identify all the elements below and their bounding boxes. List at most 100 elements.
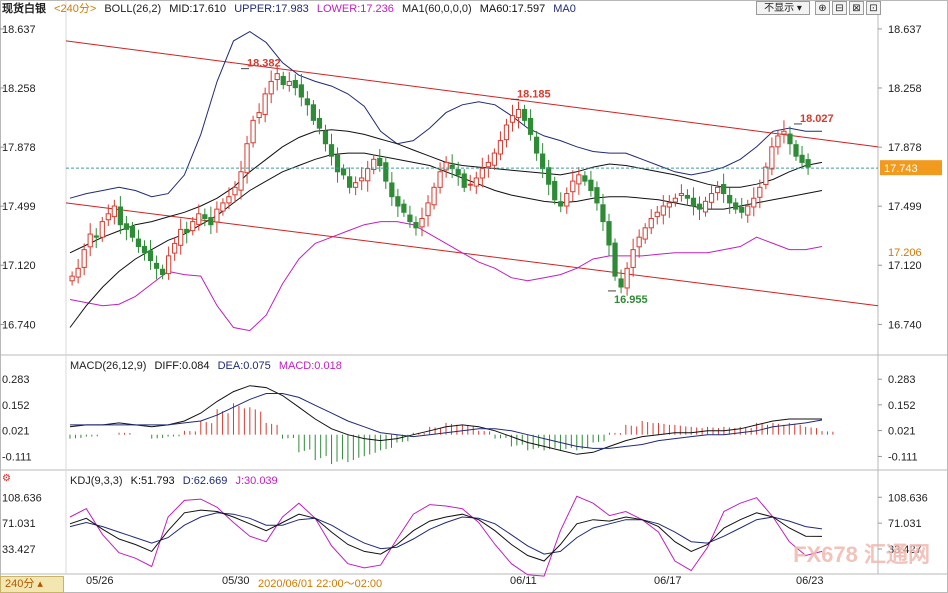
macd-indicator-label[interactable]: MACD(26,12,9)	[70, 360, 147, 372]
candle	[588, 179, 594, 191]
candle	[178, 228, 184, 246]
candle	[304, 98, 310, 106]
y-tick-label: 17.878	[2, 142, 36, 154]
candle	[419, 217, 425, 228]
candle	[781, 130, 787, 135]
y-tick-label: 0.152	[2, 400, 30, 412]
candle	[81, 249, 87, 268]
candle	[298, 84, 304, 98]
y-tick-label: 17.120	[888, 260, 922, 272]
y-tick-label: 16.740	[2, 319, 36, 331]
y-tick-label: 0.021	[888, 426, 916, 438]
y-tick-label: 33.427	[888, 544, 922, 556]
candle	[202, 214, 208, 219]
kdj-d-value: D:62.669	[182, 475, 228, 487]
candle	[377, 157, 383, 167]
candle	[799, 154, 805, 163]
candle	[111, 205, 117, 218]
boll-upper-value: UPPER:17.983	[234, 3, 309, 15]
date-label: 05/30	[222, 575, 250, 587]
candle	[274, 73, 280, 81]
candle	[184, 228, 190, 234]
candle	[612, 242, 618, 277]
candle	[642, 227, 648, 240]
candle	[763, 166, 769, 186]
date-label: 06/23	[796, 575, 824, 587]
candle	[690, 197, 697, 207]
candle	[708, 193, 715, 203]
period-selector[interactable]: 240分 ▴	[0, 576, 64, 593]
candle	[437, 171, 443, 188]
candle	[159, 268, 166, 276]
candle	[123, 223, 130, 230]
boll-indicator-label[interactable]: BOLL(26,2)	[104, 3, 162, 15]
hide-indicator-dropdown[interactable]: 不显示 ▾	[756, 1, 810, 15]
y-tick-label: 108.636	[888, 492, 928, 504]
y-tick-label: 71.031	[2, 518, 36, 530]
y-tick-label: 18.637	[2, 24, 36, 36]
candle	[346, 176, 353, 188]
candle	[606, 221, 612, 246]
settings-icon[interactable]: ⚙	[2, 473, 11, 484]
ma-indicator-label[interactable]: MA1(60,0,0,0)	[401, 3, 472, 15]
candle	[105, 213, 111, 221]
extreme-label: 18.382	[247, 58, 281, 70]
chevron-down-icon: ▾	[796, 3, 802, 14]
candle	[540, 153, 546, 170]
candle	[654, 211, 660, 218]
macd-dea-value: DEA:0.075	[217, 360, 271, 372]
zoom-in-icon: ⊕	[818, 3, 827, 14]
candle	[702, 200, 709, 213]
candle	[322, 130, 329, 145]
candle	[141, 246, 148, 254]
candle	[678, 193, 685, 196]
y-tick-label: 17.120	[2, 260, 36, 272]
candle	[666, 202, 672, 208]
candle	[244, 143, 250, 174]
candle	[660, 205, 666, 216]
kdj-header: KDJ(9,3,3) K:51.793 D:62.669 J:30.039	[70, 473, 283, 489]
candle	[672, 197, 678, 203]
macd-dea-line	[70, 393, 823, 449]
candle	[208, 217, 214, 226]
channel-upper-line	[65, 40, 879, 148]
candle	[624, 267, 630, 289]
y-tick-label: 0.283	[2, 374, 30, 386]
candle	[310, 104, 317, 121]
candle	[521, 108, 528, 121]
zoom-in-button[interactable]: ⊕	[815, 1, 830, 15]
close-pane-button[interactable]: ⊠	[849, 1, 864, 15]
candle	[570, 180, 576, 193]
date-label: 06/17	[654, 575, 682, 587]
zoom-out-button[interactable]: ⊟	[832, 1, 847, 15]
chevron-up-icon: ▴	[37, 578, 43, 590]
macd-diff-line	[69, 385, 822, 455]
candle	[93, 235, 99, 238]
y-tick-label: 17.878	[888, 142, 922, 154]
macd-header: MACD(26,12,9) DIFF:0.084 DEA:0.075 MACD:…	[70, 358, 347, 374]
y-tick-label: 17.499	[2, 201, 36, 213]
close-icon: ⊠	[852, 3, 861, 14]
extreme-label: 16.955	[614, 294, 648, 306]
y-tick-label: 18.258	[888, 83, 922, 95]
candle	[739, 206, 745, 213]
candle	[636, 236, 642, 248]
candle	[232, 186, 238, 196]
y-tick-label: 71.031	[888, 518, 922, 530]
candle	[359, 177, 365, 182]
maximize-button[interactable]: ⊡	[866, 1, 881, 15]
period-tag[interactable]: <240分>	[54, 3, 97, 15]
candle	[769, 146, 775, 170]
candle	[407, 214, 413, 223]
candle	[600, 204, 606, 223]
candle	[226, 196, 232, 204]
boll-lower-line	[69, 221, 823, 332]
kdj-indicator-label[interactable]: KDJ(9,3,3)	[70, 475, 123, 487]
date-label: 06/11	[510, 575, 537, 587]
candle	[413, 222, 419, 229]
candle	[256, 112, 262, 119]
candle	[733, 202, 739, 210]
candle	[467, 183, 473, 186]
date-label: 05/26	[86, 575, 114, 587]
